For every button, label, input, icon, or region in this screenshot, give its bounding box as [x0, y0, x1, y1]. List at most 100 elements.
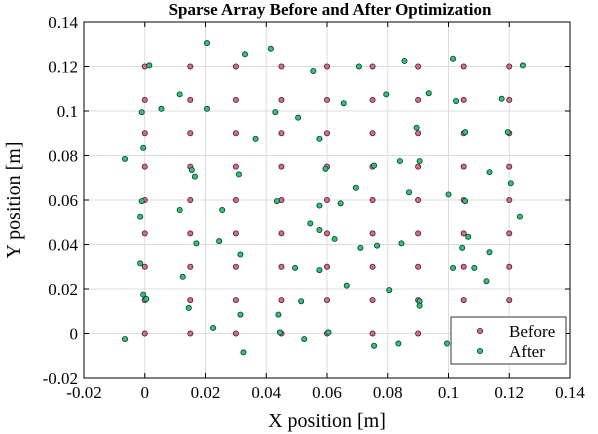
after-point	[483, 278, 490, 285]
after-point	[486, 169, 493, 176]
before-point	[187, 297, 194, 304]
before-point	[369, 196, 376, 203]
before-point	[232, 196, 239, 203]
before-point	[369, 297, 376, 304]
before-point	[506, 230, 513, 237]
before-point	[278, 230, 285, 237]
after-point	[185, 304, 192, 311]
after-point	[462, 198, 469, 205]
after-point	[158, 105, 165, 112]
after-point	[240, 349, 247, 356]
after-point	[462, 129, 469, 136]
after-point	[486, 249, 493, 256]
after-point	[298, 298, 305, 305]
after-point	[445, 191, 452, 198]
before-point	[141, 230, 148, 237]
chart-title: Sparse Array Before and After Optimizati…	[169, 0, 492, 19]
before-point	[369, 63, 376, 70]
before-point	[506, 263, 513, 270]
after-point	[316, 202, 323, 209]
legend-label-before: Before	[509, 322, 555, 341]
after-point	[374, 242, 381, 249]
before-point	[323, 63, 330, 70]
before-point	[415, 130, 422, 137]
before-point	[141, 130, 148, 137]
after-point	[276, 329, 283, 336]
before-point	[460, 96, 467, 103]
after-point	[122, 336, 129, 343]
legend-marker-after	[476, 347, 483, 354]
before-point	[187, 196, 194, 203]
after-point	[122, 155, 129, 162]
x-tick-label: -0.02	[66, 383, 101, 402]
before-point	[323, 263, 330, 270]
after-point	[425, 90, 432, 97]
x-tick-label: 0.14	[555, 383, 585, 402]
before-point	[460, 230, 467, 237]
after-point	[267, 45, 274, 52]
after-point	[471, 264, 478, 271]
after-point	[204, 40, 211, 47]
before-point	[323, 96, 330, 103]
before-point	[141, 263, 148, 270]
before-point	[415, 330, 422, 337]
y-tick-label: 0.1	[57, 102, 78, 121]
after-point	[371, 342, 378, 349]
after-point	[295, 114, 302, 121]
after-point	[396, 158, 403, 165]
after-point	[453, 97, 460, 104]
after-point	[331, 235, 338, 242]
before-point	[415, 263, 422, 270]
y-axis-label: Y position [m]	[3, 141, 25, 258]
before-point	[232, 130, 239, 137]
after-point	[322, 165, 329, 172]
before-point	[415, 96, 422, 103]
before-point	[323, 230, 330, 237]
after-point	[191, 173, 198, 180]
after-point	[416, 158, 423, 165]
after-point	[357, 244, 364, 251]
after-point	[241, 51, 248, 58]
after-point	[340, 100, 347, 107]
after-point	[235, 171, 242, 178]
after-point	[273, 198, 280, 205]
after-point	[316, 267, 323, 274]
after-point	[383, 91, 390, 98]
before-point	[187, 230, 194, 237]
legend-box	[450, 316, 567, 365]
before-point	[506, 96, 513, 103]
after-point	[450, 264, 457, 271]
after-point	[137, 260, 144, 267]
after-point	[188, 166, 195, 173]
after-point	[498, 95, 505, 102]
after-point	[216, 238, 223, 245]
after-point	[237, 311, 244, 318]
after-point	[413, 124, 420, 131]
after-point	[237, 251, 244, 258]
after-point	[352, 184, 359, 191]
after-point	[450, 55, 457, 62]
before-point	[323, 297, 330, 304]
after-point	[398, 240, 405, 247]
before-point	[369, 330, 376, 337]
after-point	[252, 135, 259, 142]
y-tick-label: 0.06	[48, 191, 78, 210]
before-point	[187, 96, 194, 103]
after-point	[138, 198, 145, 205]
before-point	[187, 330, 194, 337]
x-tick-label: 0.04	[251, 383, 281, 402]
after-point	[310, 67, 317, 74]
legend: Before After	[450, 316, 567, 365]
before-point	[415, 196, 422, 203]
before-point	[278, 63, 285, 70]
after-point	[355, 63, 362, 70]
before-point	[369, 263, 376, 270]
after-point	[401, 57, 408, 64]
x-tick-label: 0.08	[373, 383, 403, 402]
before-point	[415, 63, 422, 70]
x-tick-label: 0.02	[191, 383, 221, 402]
before-point	[232, 263, 239, 270]
after-point	[301, 336, 308, 343]
y-tick-label: -0.02	[43, 369, 78, 388]
before-point	[278, 297, 285, 304]
